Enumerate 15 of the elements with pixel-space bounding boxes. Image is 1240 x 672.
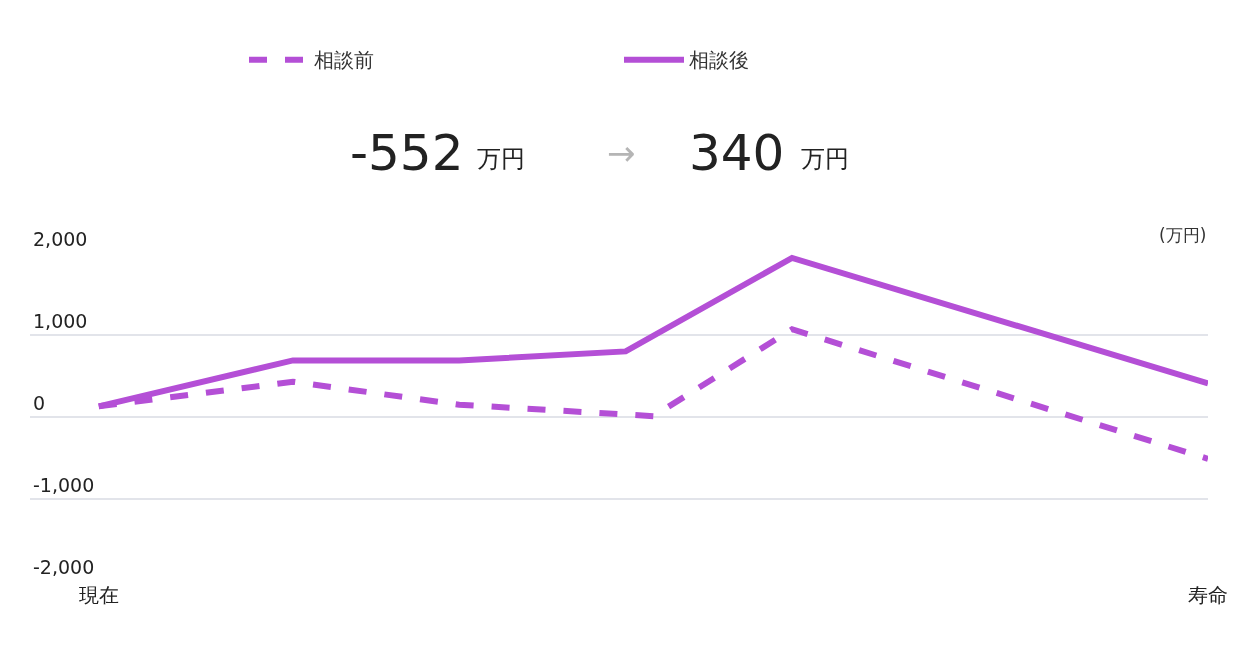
y-tick-label: 2,000 [33,228,88,251]
text: -552 [350,124,464,182]
y-axis-title: (万円) [1159,225,1207,245]
x-tick-label: 寿命 [1188,583,1228,607]
text: 万円 [801,145,849,173]
y-tick-label: -1,000 [33,474,95,497]
text: 340 [689,124,785,182]
text: → [607,133,636,173]
y-tick-label: -2,000 [33,556,95,579]
y-tick-label: 1,000 [33,310,88,333]
x-tick-label: 現在 [78,583,119,607]
legend-label: 相談後 [689,48,749,73]
text: 万円 [477,145,525,173]
legend-label: 相談前 [314,48,374,73]
y-tick-label: 0 [33,392,46,415]
